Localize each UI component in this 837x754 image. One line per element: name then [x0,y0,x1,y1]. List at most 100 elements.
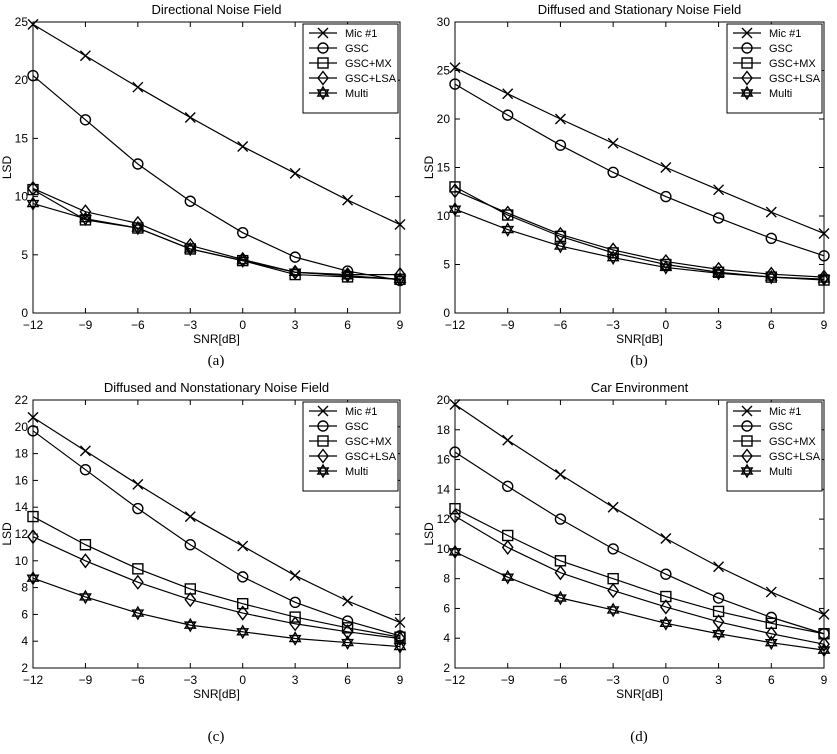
y-tick-label: 20 [437,112,451,126]
data-point [341,635,354,650]
legend-label: Mic #1 [769,406,801,418]
data-point [27,411,39,423]
legend-marker [317,57,329,69]
legend-label: GSC [345,421,369,433]
data-point [606,602,620,618]
data-point [394,266,406,283]
data-point [26,196,40,211]
y-tick-label: 20 [437,393,451,407]
y-tick-label: 5 [443,258,450,272]
data-point [713,184,725,196]
data-point [554,565,567,581]
data-point [132,478,144,490]
series-star [26,570,407,654]
data-point [289,596,301,609]
data-point [607,501,619,513]
x-tick-label: 6 [768,318,775,332]
data-point [394,630,406,647]
x-axis-label: SNR[dB] [193,332,240,346]
legend-marker [317,70,329,86]
legend-label: GSC+MX [345,58,392,70]
data-point [79,50,91,62]
series-x [449,398,830,620]
data-point [237,141,249,153]
x-tick-label: −9 [501,673,515,687]
series-star [448,544,831,658]
y-tick-label: 30 [437,15,451,29]
data-point [554,513,567,525]
legend-label: Mic #1 [769,28,801,40]
y-axis-label: LSD [0,155,14,179]
data-point [183,241,197,257]
data-point [502,480,514,493]
data-point [394,616,406,628]
plot-frame [454,399,825,669]
data-point [765,586,777,598]
data-point [27,529,39,545]
data-point [818,227,830,239]
series-line [32,577,401,648]
series-line [32,516,401,638]
x-tick-label: 9 [397,318,404,332]
y-tick-label: 12 [15,527,29,541]
y-tick-label: 16 [437,453,451,467]
legend-label: GSC+MX [769,58,816,70]
x-tick-label: 6 [344,673,351,687]
legend-marker [741,420,753,432]
series-line [454,403,825,615]
y-tick-label: 14 [15,500,29,514]
series-star [448,201,831,287]
data-point [449,62,461,74]
data-point [502,434,514,446]
legend-marker [317,448,329,464]
series-line [454,551,825,651]
legend-marker [316,85,330,101]
data-point [712,592,725,604]
data-point [713,561,725,573]
legend-marker [741,435,753,447]
data-point [607,543,619,555]
data-point [764,635,778,651]
data-point [765,611,777,624]
data-point [184,195,196,207]
data-point [288,631,302,646]
legend-marker [317,435,329,447]
legend-marker [741,405,753,417]
data-point [501,539,514,556]
legend: Mic #1 GSC GSC+MX GSC+LSA Multi [302,23,399,114]
data-point [236,624,250,640]
y-tick-label: 25 [437,64,451,78]
series-x [449,62,830,239]
data-point [184,511,196,523]
data-point [554,590,567,606]
data-point [659,599,672,615]
legend-marker [741,57,753,69]
x-tick-label: 6 [768,673,775,687]
data-point [554,238,567,254]
x-tick-label: −6 [131,673,145,687]
plot-frame [32,21,401,314]
x-tick-label: 3 [292,673,299,687]
y-tick-label: 6 [443,601,450,615]
y-tick-label: 5 [21,248,28,262]
data-point [660,568,672,580]
series-circle [27,425,406,642]
legend-label: Multi [345,88,368,100]
legend-label: GSC+LSA [345,73,397,85]
y-axis-label: LSD [422,155,436,179]
data-point [288,264,302,280]
y-tick-label: 10 [437,542,451,556]
data-point [818,250,830,262]
legend-marker [741,27,753,39]
caption-a: (a) [207,353,225,369]
data-point [502,109,514,121]
legend-label: GSC [769,43,793,55]
series-line [32,416,401,623]
legend-marker [317,420,329,432]
x-tick-label: 0 [239,318,246,332]
data-point [818,608,830,620]
data-point [237,571,249,583]
data-point [341,624,354,640]
